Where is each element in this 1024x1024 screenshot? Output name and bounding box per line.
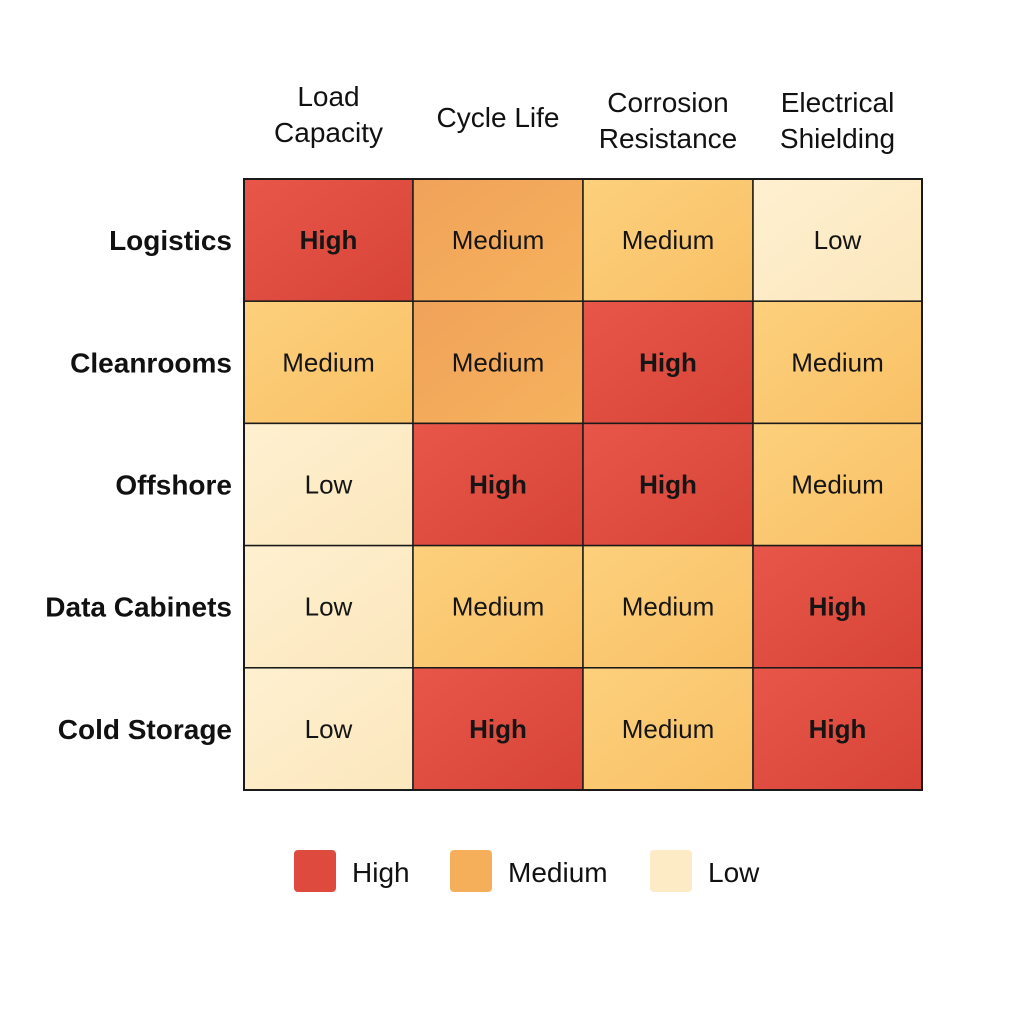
cell-data-cabinets-electrical-shielding bbox=[752, 544, 923, 669]
cell-label: Low bbox=[305, 714, 353, 744]
cell-label: High bbox=[639, 347, 697, 377]
cell-label: Medium bbox=[282, 347, 374, 377]
cell-label: Low bbox=[814, 225, 862, 255]
row-header-offshore: Offshore bbox=[115, 470, 232, 501]
grid-border bbox=[243, 178, 923, 791]
row-header-logistics: Logistics bbox=[109, 225, 232, 256]
cell-cold-storage-electrical-shielding bbox=[752, 667, 923, 791]
column-header-electrical-shielding: Electrical Shielding bbox=[780, 87, 895, 154]
cell-cleanrooms-load-capacity bbox=[243, 300, 414, 425]
cell-label: High bbox=[809, 592, 867, 622]
legend-label-medium: Medium bbox=[508, 857, 608, 888]
cell-label: High bbox=[639, 470, 697, 500]
cell-cold-storage-cycle-life bbox=[412, 667, 584, 791]
cell-label: Medium bbox=[791, 470, 883, 500]
cell-label: High bbox=[469, 714, 527, 744]
column-header-cycle-life: Cycle Life bbox=[437, 102, 560, 133]
cell-logistics-load-capacity bbox=[243, 178, 414, 302]
cell-offshore-cycle-life bbox=[412, 422, 584, 547]
cell-cold-storage-corrosion-resistance bbox=[582, 667, 754, 791]
cell-label: Low bbox=[305, 470, 353, 500]
legend-label-low: Low bbox=[708, 857, 760, 888]
cell-offshore-electrical-shielding bbox=[752, 422, 923, 547]
cell-label: Medium bbox=[622, 225, 714, 255]
cell-data-cabinets-load-capacity bbox=[243, 544, 414, 669]
cell-label: Medium bbox=[622, 714, 714, 744]
column-header-load-capacity: Load Capacity bbox=[274, 81, 383, 148]
legend: High Medium Low bbox=[294, 850, 760, 892]
cell-label: High bbox=[809, 714, 867, 744]
cell-data-cabinets-cycle-life bbox=[412, 544, 584, 669]
cell-label: Medium bbox=[452, 347, 544, 377]
column-header-corrosion-resistance: Corrosion Resistance bbox=[599, 87, 738, 154]
cell-label: Low bbox=[305, 592, 353, 622]
legend-label-high: High bbox=[352, 857, 410, 888]
cell-label: Medium bbox=[452, 592, 544, 622]
cell-label: High bbox=[300, 225, 358, 255]
row-header-data-cabinets: Data Cabinets bbox=[45, 592, 232, 623]
legend-swatch-high bbox=[294, 850, 336, 892]
cell-cleanrooms-electrical-shielding bbox=[752, 300, 923, 425]
cell-label: High bbox=[469, 470, 527, 500]
cell-logistics-cycle-life bbox=[412, 178, 584, 302]
legend-swatch-low bbox=[650, 850, 692, 892]
cell-cold-storage-load-capacity bbox=[243, 667, 414, 791]
cell-label: Medium bbox=[791, 347, 883, 377]
cell-data-cabinets-corrosion-resistance bbox=[582, 544, 754, 669]
column-headers: Load Capacity Cycle Life Corrosion Resistanc… bbox=[274, 81, 895, 154]
row-header-cleanrooms: Cleanrooms bbox=[70, 347, 232, 378]
cell-label: Medium bbox=[452, 225, 544, 255]
row-headers: Logistics Cleanrooms Offshore Data Cabinets… bbox=[45, 225, 232, 745]
cell-label: Medium bbox=[622, 592, 714, 622]
cell-cleanrooms-cycle-life bbox=[412, 300, 584, 425]
heatmap-cells: High Medium Medium Low Medium Medium High Mediu… bbox=[243, 178, 923, 791]
cell-logistics-electrical-shielding bbox=[752, 178, 923, 302]
legend-swatch-medium bbox=[450, 850, 492, 892]
row-header-cold-storage: Cold Storage bbox=[58, 714, 232, 745]
